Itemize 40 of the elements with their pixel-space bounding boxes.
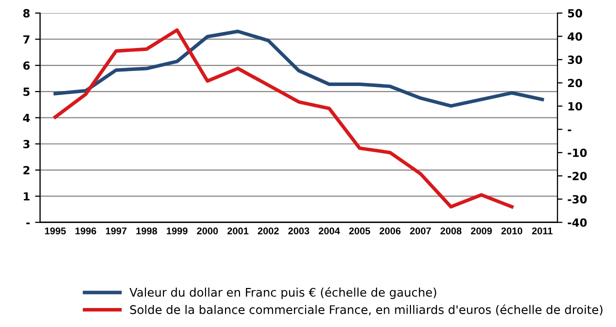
y2-tick-label: 50 xyxy=(568,9,582,18)
y-tick-label: 7 xyxy=(23,35,30,44)
line-series xyxy=(54,28,514,209)
y-tick-label: 3 xyxy=(23,140,30,148)
y2-tick-label: 30 xyxy=(568,56,582,64)
x-tick-label: 2001 xyxy=(227,227,248,234)
x-tick-label: 2009 xyxy=(470,227,492,234)
y-tick-label: 5 xyxy=(23,88,30,96)
line-series xyxy=(54,30,544,108)
x-tick-label: 2003 xyxy=(288,227,310,234)
y2-tick-label: 40 xyxy=(568,32,582,41)
x-tick-label: 2006 xyxy=(380,227,401,234)
y-tick-label: 2 xyxy=(23,166,30,174)
legend-label: Valeur du dollar en Franc puis € (échelle de gauche) xyxy=(130,287,436,300)
y-tick-label: 6 xyxy=(23,61,30,70)
y2-tick-label: -40 xyxy=(568,218,587,227)
y-tick-label: 1 xyxy=(24,192,30,200)
y-tick-label: 4 xyxy=(23,114,30,122)
x-tick-label: 2011 xyxy=(532,227,553,234)
y2-tick-label: 20 xyxy=(568,78,582,88)
x-tick-label: 2008 xyxy=(440,227,462,234)
x-tick-label: 2010 xyxy=(501,227,522,234)
x-tick-label: 2005 xyxy=(349,227,370,234)
x-tick-label: 2002 xyxy=(258,227,279,234)
x-tick-label: 1999 xyxy=(166,227,188,234)
x-tick-label: 2007 xyxy=(410,227,431,234)
legend-label: Solde de la balance commerciale France, en milliards d'euros (échelle de droite) xyxy=(130,304,602,316)
x-tick-label: 1998 xyxy=(136,227,158,234)
x-tick-label: 2000 xyxy=(196,227,218,234)
y-tick-label: - xyxy=(26,222,30,224)
y2-tick-label: 10 xyxy=(568,102,582,110)
y2-tick-label: -10 xyxy=(568,148,587,157)
y2-tick-label: -30 xyxy=(568,195,587,204)
x-tick-label: 1995 xyxy=(45,227,66,234)
y2-tick-label: -20 xyxy=(568,172,587,180)
y-tick-label: 8 xyxy=(23,9,30,18)
x-tick-label: 1996 xyxy=(75,227,96,234)
y2-tick-label: - xyxy=(568,130,572,132)
x-tick-label: 1997 xyxy=(106,227,127,234)
x-tick-label: 2004 xyxy=(318,227,340,234)
